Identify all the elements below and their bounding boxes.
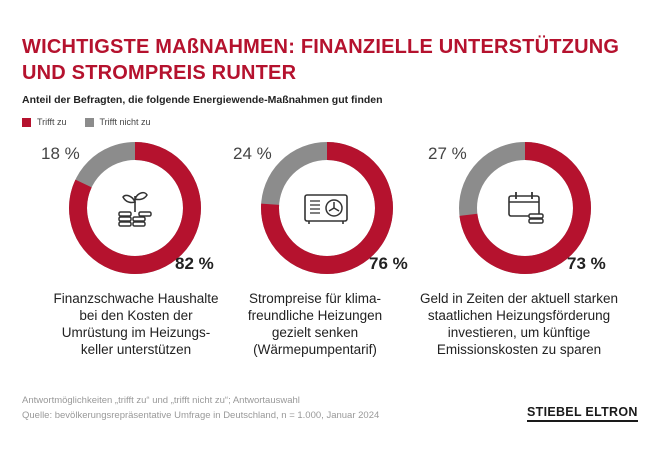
legend-item-no: Trifft nicht zu: [84, 117, 151, 127]
money-plant-icon: [118, 191, 152, 227]
donut-chart-1: 18 % 82 %: [35, 142, 235, 276]
chart-title-line-1: WICHTIGSTE MAßNAHMEN: FINANZIELLE UNTERS…: [22, 36, 620, 58]
caption-1-line-2: bei den Kosten der: [79, 308, 193, 323]
donut-segment-yes: [459, 142, 591, 274]
caption-3-line-1: Geld in Zeiten der aktuell starken: [419, 291, 619, 306]
caption-1-line-4: keller unterstützen: [80, 342, 192, 357]
donut-3-no-label: 27 %: [428, 144, 467, 163]
caption-1-line-1: Finanzschwache Haushalte: [53, 291, 219, 306]
caption-3-line-3: investieren, um künftige: [447, 325, 591, 340]
chart-title: WICHTIGSTE MAßNAHMEN: FINANZIELLE UNTERS…: [22, 34, 619, 86]
chart-subtitle: Anteil der Befragten, die folgende Energ…: [22, 94, 383, 106]
caption-2-line-4: (Wärmepumpentarif): [253, 342, 377, 357]
legend-label-no: Trifft nicht zu: [99, 117, 151, 127]
legend-swatch-yes: [22, 117, 31, 127]
donut-chart-3: 27 % 73 %: [425, 142, 625, 276]
caption-2: Strompreise für klima- freundliche Heizu…: [210, 290, 420, 358]
donut-svg-1: [69, 142, 201, 274]
donut-2-no-label: 24 %: [233, 144, 272, 163]
donut-segment-yes: [69, 142, 201, 274]
caption-1-line-3: Umrüstung im Heizungs-: [61, 325, 211, 340]
footnote-line-1: Antwortmöglichkeiten „trifft zu“ und „tr…: [22, 395, 300, 406]
legend-item-yes: Trifft zu: [22, 117, 67, 127]
caption-3-line-4: Emissionskosten zu sparen: [436, 342, 602, 357]
donut-2-yes-label: 76 %: [369, 254, 408, 273]
stiebel-eltron-logo: STIEBEL ELTRON: [527, 405, 638, 422]
legend: Trifft zu Trifft nicht zu: [22, 117, 151, 127]
chart-title-line-2: UND STROMPREIS RUNTER: [22, 62, 297, 84]
caption-2-line-1: Strompreise für klima-: [248, 291, 382, 306]
donut-svg-3: [459, 142, 591, 274]
donut-3-yes-label: 73 %: [567, 254, 606, 273]
donut-1-no-label: 18 %: [41, 144, 80, 163]
donut-chart-2: 24 % 76 %: [227, 142, 427, 276]
caption-2-line-3: gezielt senken: [271, 325, 359, 340]
caption-3: Geld in Zeiten der aktuell starken staat…: [414, 290, 624, 358]
footnote-line-2: Quelle: bevölkerungsrepräsentative Umfra…: [22, 410, 380, 421]
donut-segment-yes: [261, 142, 393, 274]
legend-swatch-no: [84, 117, 94, 127]
caption-1: Finanzschwache Haushalte bei den Kosten …: [31, 290, 241, 358]
donut-1-yes-label: 82 %: [175, 254, 214, 273]
caption-2-line-2: freundliche Heizungen: [247, 308, 383, 323]
heat-pump-icon: [304, 194, 348, 224]
calendar-coins-icon: [508, 192, 544, 224]
donut-svg-2: [261, 142, 393, 274]
footnote: Antwortmöglichkeiten „trifft zu“ und „tr…: [22, 393, 379, 423]
legend-label-yes: Trifft zu: [37, 117, 67, 127]
caption-3-line-2: staatlichen Heizungsförderung: [427, 308, 611, 323]
